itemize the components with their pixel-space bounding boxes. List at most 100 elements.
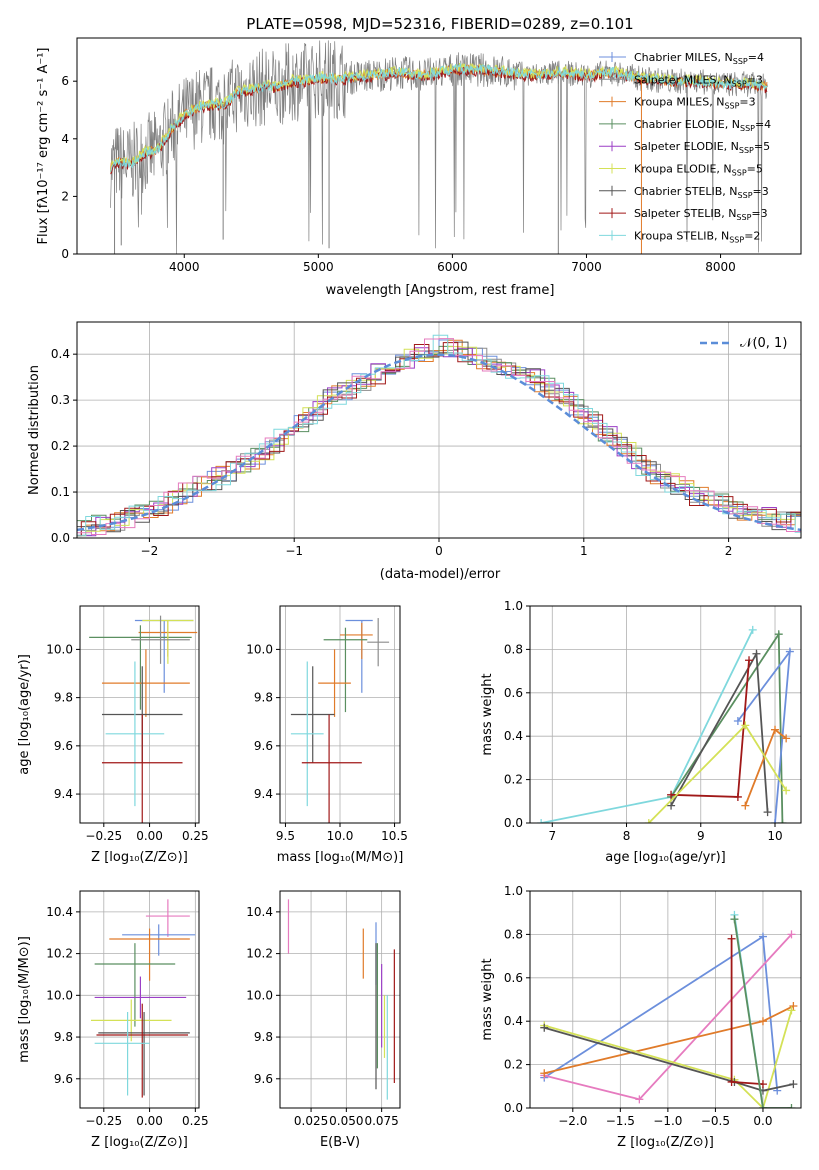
residuals-ytick-label: 0.2 <box>51 439 70 453</box>
weight-marker <box>741 801 750 810</box>
spectrum-legend: Chabrier MILES, NSSP=4 Salpeter MILES, NS… <box>599 51 771 244</box>
weight-line <box>544 1026 794 1092</box>
p-massz-ytick-label: 10.4 <box>46 905 73 919</box>
p-agem-ytick-label: 10.0 <box>246 642 273 656</box>
p-massz-ytick-label: 10.2 <box>46 947 73 961</box>
weight-marker <box>771 819 780 823</box>
spectrum-ytick-label: 6 <box>61 74 69 88</box>
mass-vs-metallicity-panel: −0.25 0.00 0.25 9.6 9.8 10.0 10.2 10.4 Z [log₁₀(… <box>17 890 209 1150</box>
weight-marker <box>771 725 780 734</box>
p-massz-xtick-label: 0.00 <box>136 1114 163 1128</box>
p-wz-ylabel: mass weight <box>480 958 495 1040</box>
residual-histogram-step <box>77 338 801 537</box>
weight-marker <box>635 1095 644 1104</box>
p-agez-marks <box>89 615 198 823</box>
residuals-ytick-label: 0.4 <box>51 347 70 361</box>
legend-label: Chabrier MILES, NSSP=4 <box>634 51 764 66</box>
observed-spectrum <box>110 40 768 254</box>
p-wz-xtick-label: −0.5 <box>701 1114 730 1128</box>
residuals-xtick-label: −2 <box>141 544 159 558</box>
p-wage-xtick-label: 7 <box>548 829 556 843</box>
weight-marker <box>774 630 783 639</box>
weight-line <box>544 1010 793 1108</box>
p-masse-ytick-label: 10.4 <box>246 905 273 919</box>
p-masse-xtick-label: 0.075 <box>364 1114 398 1128</box>
p-agem-xtick-label: 9.5 <box>276 829 295 843</box>
spectrum-ytick-label: 2 <box>61 189 69 203</box>
spectrum-ytick-label: 4 <box>61 132 69 146</box>
legend-label: Kroupa MILES, NSSP=3 <box>634 96 756 111</box>
p-wz-ytick-label: 0.8 <box>504 927 523 941</box>
residuals-ytick-label: 0.3 <box>51 393 70 407</box>
p-wz-xtick-label: −2.0 <box>558 1114 587 1128</box>
weight-marker <box>782 786 791 795</box>
p-wz-frame <box>529 890 802 1109</box>
p-wz-ytick-label: 0.0 <box>504 1101 523 1115</box>
p-massz-ytick-label: 9.8 <box>54 1030 73 1044</box>
weight-marker <box>789 1002 798 1011</box>
p-masse-ytick-label: 9.6 <box>254 1072 273 1086</box>
p-agez-ytick-label: 10.0 <box>46 642 73 656</box>
weight-marker <box>540 1069 549 1078</box>
p-agem-ytick-label: 9.8 <box>254 691 273 705</box>
weight-marker <box>752 649 761 658</box>
p-wage-xtick-label: 8 <box>623 829 631 843</box>
weight-marker <box>785 647 794 656</box>
age-vs-metallicity-panel: −0.25 0.00 0.25 9.4 9.6 9.8 10.0 Z [log₁₀(Z/Z⊙)… <box>17 605 209 865</box>
p-wz-xtick-label: −1.0 <box>653 1114 682 1128</box>
normal-curve <box>77 353 801 532</box>
p-masse-frame <box>279 890 401 1109</box>
weight-marker <box>758 932 767 941</box>
p-wage-marks <box>537 625 794 823</box>
p-wz-xtick-label: −1.5 <box>606 1114 635 1128</box>
spectrum-xtick-label: 4000 <box>169 260 200 274</box>
p-agem-ytick-label: 9.4 <box>254 787 273 801</box>
spectrum-xtick-label: 6000 <box>437 260 468 274</box>
weight-marker <box>787 1104 796 1108</box>
weight-marker <box>763 808 772 817</box>
weight-marker <box>778 819 787 823</box>
age-vs-mass-panel: 9.5 10.0 10.5 9.4 9.6 9.8 10.0 mass [log₁₀(M/M⊙… <box>246 605 408 865</box>
weight-vs-age-panel: 7 8 9 10 0.0 0.2 0.4 0.6 0.8 1.0 age [log₁₀(age/yr… <box>480 599 802 865</box>
p-massz-xtick-label: −0.25 <box>85 1114 122 1128</box>
residual-histogram-step <box>77 347 801 537</box>
p-wage-ylabel: mass weight <box>480 673 495 755</box>
spectrum-xlabel: wavelength [Angstrom, rest frame] <box>326 283 555 298</box>
residuals-ytick-label: 0.0 <box>51 531 70 545</box>
p-agem-xtick-label: 10.0 <box>327 829 354 843</box>
p-wz-xlabel: Z [log₁₀(Z/Z⊙)] <box>617 1135 714 1150</box>
p-agez-ytick-label: 9.6 <box>54 739 73 753</box>
residuals-xtick-label: 0 <box>435 544 443 558</box>
weight-marker <box>644 819 653 823</box>
residuals-xtick-label: 1 <box>580 544 588 558</box>
p-wz-ytick-label: 1.0 <box>504 884 523 898</box>
weight-line <box>730 938 764 1086</box>
p-masse-ytick-label: 10.2 <box>246 947 273 961</box>
residuals-xtick-label: −1 <box>285 544 303 558</box>
p-wage-ytick-label: 1.0 <box>504 599 523 613</box>
p-wage-ytick-label: 0.8 <box>504 642 523 656</box>
weight-line <box>540 629 754 823</box>
weight-marker <box>667 801 676 810</box>
spectrum-ytick-label: 0 <box>61 247 69 261</box>
weight-marker <box>758 1104 767 1108</box>
p-wage-xtick-label: 9 <box>697 829 705 843</box>
residuals-xlabel: (data-model)/error <box>380 567 501 582</box>
residual-histogram-step <box>77 342 801 537</box>
p-agez-frame <box>79 605 200 824</box>
p-agem-ytick-label: 9.6 <box>254 739 273 753</box>
p-wage-xtick-label: 10 <box>767 829 782 843</box>
residuals-panel: −2 −1 0 1 2 0.0 0.1 0.2 0.3 0.4 (data-model)/erro… <box>27 321 802 582</box>
p-agez-ytick-label: 9.4 <box>54 787 73 801</box>
p-wage-ytick-label: 0.0 <box>504 816 523 830</box>
weight-marker <box>758 1017 767 1026</box>
legend-label: Salpeter MILES, NSSP=3 <box>634 73 763 88</box>
p-agem-marks <box>290 618 390 823</box>
weight-line <box>543 935 779 1091</box>
figure-title: PLATE=0598, MJD=52316, FIBERID=0289, z=0… <box>246 15 633 33</box>
p-wz-ytick-label: 0.4 <box>504 1014 523 1028</box>
p-wz-xtick-label: 0.0 <box>753 1114 772 1128</box>
weight-marker <box>667 790 676 799</box>
p-massz-ytick-label: 9.6 <box>54 1072 73 1086</box>
